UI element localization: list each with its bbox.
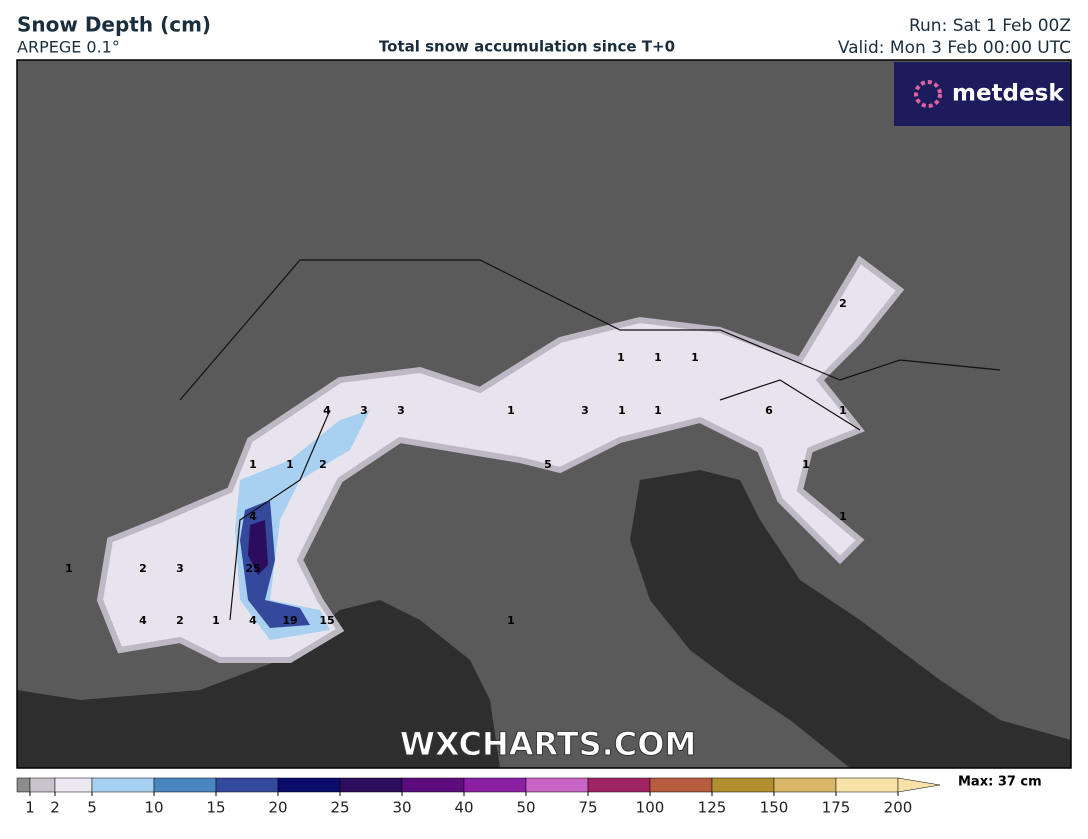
- colorbar-tick-label: 100: [636, 799, 665, 817]
- colorbar-tick-label: 75: [578, 799, 597, 817]
- colorbar-tick-label: 20: [268, 799, 287, 817]
- colorbar-tick-label: 125: [698, 799, 727, 817]
- map-label: 1: [618, 404, 626, 417]
- map-label: 3: [176, 562, 184, 575]
- map-label: 3: [397, 404, 405, 417]
- colorbar-swatch: [587, 777, 651, 793]
- caption: Total snow accumulation since T+0: [379, 38, 675, 56]
- map-label: 4: [323, 404, 331, 417]
- map-label: 1: [654, 404, 662, 417]
- colorbar-swatch: [54, 777, 93, 793]
- colorbar-swatch: [649, 777, 713, 793]
- colorbar-tick-label: 150: [760, 799, 789, 817]
- colorbar-swatch: [711, 777, 775, 793]
- map-label: 4: [139, 614, 147, 627]
- sea: [17, 600, 500, 768]
- snow-max: [248, 520, 268, 575]
- map-label: 1: [65, 562, 73, 575]
- colorbar-swatch: [463, 777, 527, 793]
- map-label: 1: [617, 351, 625, 364]
- map-label: 1: [507, 614, 515, 627]
- map-label: 2: [319, 458, 327, 471]
- valid: Valid: Mon 3 Feb 00:00 UTC: [838, 38, 1071, 58]
- watermark: WXCHARTS.COM: [400, 725, 697, 763]
- colorbar-tick-label: 50: [516, 799, 535, 817]
- sea: [630, 470, 1071, 768]
- colorbar-tick-label: 25: [330, 799, 349, 817]
- colorbar-swatch: [835, 777, 899, 793]
- colorbar-tick-label: 5: [87, 799, 97, 817]
- map-label: 25: [245, 562, 260, 575]
- map-label: 1: [507, 404, 515, 417]
- colorbar-swatch: [277, 777, 341, 793]
- map-label: 1: [839, 404, 847, 417]
- max-label: Max: 37 cm: [958, 775, 1042, 790]
- colorbar-tick-label: 200: [884, 799, 913, 817]
- colorbar-tick-label: 2: [50, 799, 60, 817]
- colorbar: 1 2 5 10 15 20 25 30 40 50 75 100 125 150 175 200: [16, 777, 941, 817]
- colorbar-swatch: [91, 777, 155, 793]
- colorbar-tick-label: 175: [822, 799, 851, 817]
- map-label: 1: [654, 351, 662, 364]
- map: metdesk WXCHARTS.COM 21 1 14 3 3 1 3 1 1 6 11 1 2 5 14…: [16, 59, 1072, 769]
- model: ARPEGE 0.1°: [17, 38, 120, 57]
- map-label: 1: [212, 614, 220, 627]
- map-label: 2: [139, 562, 147, 575]
- colorbar-swatch: [215, 777, 279, 793]
- colorbar-swatch: [339, 777, 403, 793]
- frame: [16, 59, 1072, 769]
- map-label: 1: [286, 458, 294, 471]
- colorbar-swatch: [525, 777, 589, 793]
- map-label: 6: [765, 404, 773, 417]
- colorbar-tick-label: 30: [392, 799, 411, 817]
- colorbar-swatch: [29, 777, 56, 793]
- map-label: 2: [176, 614, 184, 627]
- map-label: 5: [544, 458, 552, 471]
- title: Snow Depth (cm): [17, 13, 211, 37]
- map-label: 2: [839, 297, 847, 310]
- colorbar-tick-label: 1: [25, 799, 35, 817]
- map-label: 1: [691, 351, 699, 364]
- colorbar-arrow: [897, 777, 941, 793]
- logo-icon: [914, 80, 942, 108]
- map-label: 3: [360, 404, 368, 417]
- map-label: 1: [802, 458, 810, 471]
- logo: metdesk: [952, 81, 1064, 107]
- colorbar-tick-label: 10: [144, 799, 163, 817]
- colorbar-swatch: [153, 777, 217, 793]
- colorbar-tick-label: 15: [206, 799, 225, 817]
- colorbar-swatch: [16, 777, 31, 793]
- colorbar-tick-label: 40: [454, 799, 473, 817]
- map-label: 15: [319, 614, 334, 627]
- map-label: 3: [581, 404, 589, 417]
- map-label: 1: [249, 458, 257, 471]
- run: Run: Sat 1 Feb 00Z: [909, 16, 1071, 36]
- border: [179, 259, 1001, 621]
- map-label: 4: [249, 614, 257, 627]
- logo-box: [894, 62, 1071, 126]
- map-label: 4: [249, 510, 257, 523]
- colorbar-swatch: [773, 777, 837, 793]
- map-label: 19: [282, 614, 297, 627]
- map-label: 1: [839, 510, 847, 523]
- colorbar-swatch: [401, 777, 465, 793]
